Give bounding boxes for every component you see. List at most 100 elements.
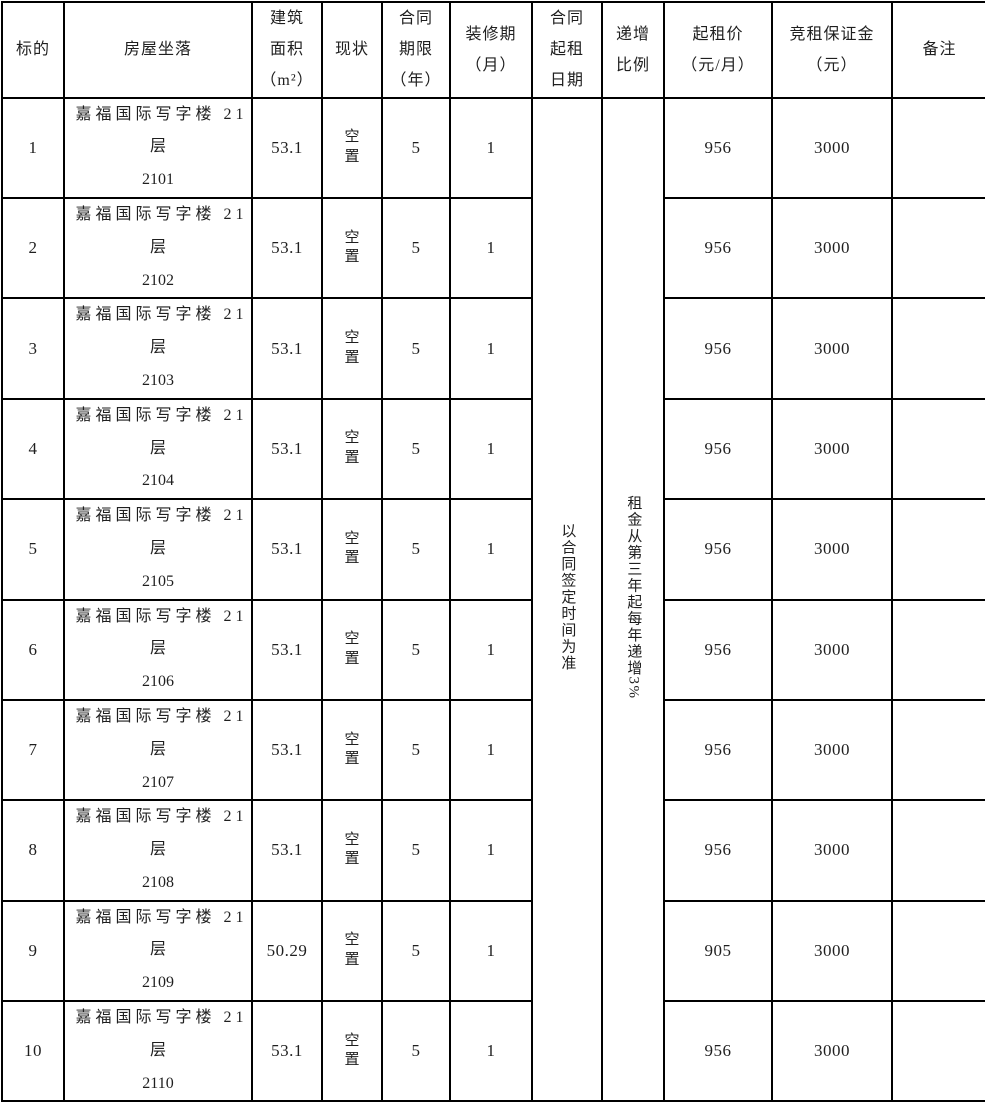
cell-price: 905 <box>663 899 773 1003</box>
cell-area: 53.1 <box>251 698 323 802</box>
cell-status: 空置 <box>321 397 383 501</box>
cell-term: 5 <box>381 498 451 601</box>
cell-subject-no: 8 <box>1 799 65 902</box>
cell-location: 嘉福国际写字楼 21 层 2110 <box>63 1000 253 1102</box>
cell-status: 空置 <box>321 1000 383 1102</box>
cell-status: 空置 <box>321 498 383 601</box>
col-header-deposit: 竞租保证金 （元） <box>771 1 893 99</box>
cell-location: 嘉福国际写字楼 21 层 2107 <box>63 698 253 802</box>
table-row: 8 嘉福国际写字楼 21 层 2108 53.1 空置 5 1 956 3000 <box>1 799 985 902</box>
cell-remark <box>891 297 985 400</box>
status-text: 空置 <box>344 631 360 667</box>
cell-area: 53.1 <box>251 196 323 300</box>
cell-term: 5 <box>381 397 451 501</box>
cell-deposit: 3000 <box>771 397 893 501</box>
cell-status: 空置 <box>321 799 383 902</box>
cell-remark <box>891 196 985 300</box>
col-header-renovation: 装修期 （月） <box>449 1 533 99</box>
cell-status: 空置 <box>321 899 383 1003</box>
merged-cell-increment-note: 租金从第三年起每年递增3% <box>601 96 665 1102</box>
cell-price: 956 <box>663 598 773 701</box>
cell-price: 956 <box>663 799 773 902</box>
cell-remark <box>891 96 985 199</box>
cell-price: 956 <box>663 297 773 400</box>
cell-remark <box>891 598 985 701</box>
cell-renovation: 1 <box>449 196 533 300</box>
cell-subject-no: 3 <box>1 297 65 400</box>
table-row: 10 嘉福国际写字楼 21 层 2110 53.1 空置 5 1 956 300… <box>1 1000 985 1102</box>
cell-term: 5 <box>381 899 451 1003</box>
cell-term: 5 <box>381 297 451 400</box>
col-header-building-area: 建筑 面积 （m²） <box>251 1 323 99</box>
cell-renovation: 1 <box>449 1000 533 1102</box>
cell-subject-no: 2 <box>1 196 65 300</box>
cell-remark <box>891 899 985 1003</box>
cell-remark <box>891 799 985 902</box>
cell-area: 50.29 <box>251 899 323 1003</box>
cell-area: 53.1 <box>251 297 323 400</box>
cell-remark <box>891 498 985 601</box>
cell-area: 53.1 <box>251 1000 323 1102</box>
cell-renovation: 1 <box>449 899 533 1003</box>
cell-subject-no: 1 <box>1 96 65 199</box>
header-row: 标的 房屋坐落 建筑 面积 （m²） 现状 合同 期限 （年） 装修期 （月） … <box>1 1 985 99</box>
table-row: 2 嘉福国际写字楼 21 层 2102 53.1 空置 5 1 956 3000 <box>1 196 985 300</box>
cell-area: 53.1 <box>251 96 323 199</box>
cell-renovation: 1 <box>449 397 533 501</box>
cell-subject-no: 6 <box>1 598 65 701</box>
cell-renovation: 1 <box>449 698 533 802</box>
col-header-location: 房屋坐落 <box>63 1 253 99</box>
cell-area: 53.1 <box>251 498 323 601</box>
cell-area: 53.1 <box>251 397 323 501</box>
cell-price: 956 <box>663 698 773 802</box>
cell-area: 53.1 <box>251 799 323 902</box>
cell-deposit: 3000 <box>771 498 893 601</box>
cell-renovation: 1 <box>449 498 533 601</box>
col-header-increment: 递增 比例 <box>601 1 665 99</box>
cell-subject-no: 10 <box>1 1000 65 1102</box>
status-text: 空置 <box>344 229 360 266</box>
status-text: 空置 <box>344 1032 360 1069</box>
cell-term: 5 <box>381 698 451 802</box>
cell-deposit: 3000 <box>771 698 893 802</box>
cell-deposit: 3000 <box>771 96 893 199</box>
cell-subject-no: 9 <box>1 899 65 1003</box>
cell-price: 956 <box>663 1000 773 1102</box>
cell-location: 嘉福国际写字楼 21 层 2109 <box>63 899 253 1003</box>
cell-deposit: 3000 <box>771 799 893 902</box>
cell-deposit: 3000 <box>771 196 893 300</box>
col-header-lease-start: 合同 起租 日期 <box>531 1 603 99</box>
cell-status: 空置 <box>321 196 383 300</box>
cell-subject-no: 5 <box>1 498 65 601</box>
cell-status: 空置 <box>321 297 383 400</box>
cell-term: 5 <box>381 598 451 701</box>
table-row: 3 嘉福国际写字楼 21 层 2103 53.1 空置 5 1 956 3000 <box>1 297 985 400</box>
cell-location: 嘉福国际写字楼 21 层 2104 <box>63 397 253 501</box>
cell-term: 5 <box>381 196 451 300</box>
status-text: 空置 <box>344 932 360 968</box>
cell-status: 空置 <box>321 96 383 199</box>
cell-remark <box>891 1000 985 1102</box>
cell-deposit: 3000 <box>771 297 893 400</box>
cell-subject-no: 4 <box>1 397 65 501</box>
cell-subject-no: 7 <box>1 698 65 802</box>
cell-deposit: 3000 <box>771 899 893 1003</box>
cell-location: 嘉福国际写字楼 21 层 2108 <box>63 799 253 902</box>
status-text: 空置 <box>344 129 360 165</box>
col-header-contract-term: 合同 期限 （年） <box>381 1 451 99</box>
cell-status: 空置 <box>321 598 383 701</box>
cell-deposit: 3000 <box>771 1000 893 1102</box>
cell-location: 嘉福国际写字楼 21 层 2106 <box>63 598 253 701</box>
cell-location: 嘉福国际写字楼 21 层 2103 <box>63 297 253 400</box>
col-header-remarks: 备注 <box>891 1 985 99</box>
cell-location: 嘉福国际写字楼 21 层 2101 <box>63 96 253 199</box>
status-text: 空置 <box>344 731 360 768</box>
cell-remark <box>891 397 985 501</box>
table-row: 6 嘉福国际写字楼 21 层 2106 53.1 空置 5 1 956 3000 <box>1 598 985 701</box>
cell-remark <box>891 698 985 802</box>
col-header-subject-no: 标的 <box>1 1 65 99</box>
cell-term: 5 <box>381 96 451 199</box>
status-text: 空置 <box>344 530 360 567</box>
cell-price: 956 <box>663 196 773 300</box>
